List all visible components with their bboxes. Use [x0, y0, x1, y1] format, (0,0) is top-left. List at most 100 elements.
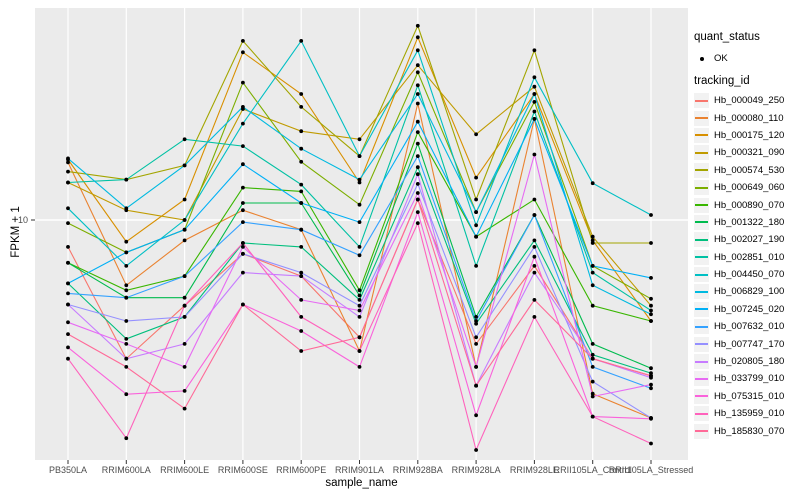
point-symbol-icon [699, 56, 704, 61]
data-point-Hb_033799_010 [649, 382, 653, 387]
data-point-Hb_075315_010 [66, 345, 70, 350]
legend-item-label: Hb_007632_010 [714, 321, 785, 333]
data-point-Hb_000080_110 [124, 283, 129, 288]
data-point-Hb_000080_110 [66, 160, 70, 165]
x-axis-title: sample_name [325, 477, 398, 489]
data-point-Hb_007747_170 [415, 182, 420, 186]
data-point-Hb_001322_180 [415, 141, 420, 146]
data-point-Hb_006829_100 [357, 177, 362, 182]
data-point-Hb_007632_010 [357, 253, 362, 258]
data-point-Hb_135959_010 [590, 414, 595, 419]
x-tick-label: RRIM928LA [452, 465, 501, 475]
data-point-Hb_006829_100 [590, 283, 595, 288]
legend-line-icon [695, 343, 708, 346]
x-tick-label: RRIM600LA [102, 465, 151, 475]
data-point-Hb_001322_180 [474, 315, 478, 319]
data-point-Hb_007245_020 [182, 227, 187, 232]
data-point-Hb_004450_070 [357, 154, 362, 159]
data-point-Hb_000175_120 [241, 50, 245, 55]
data-point-Hb_185830_070 [357, 335, 362, 340]
data-point-Hb_075315_010 [532, 254, 537, 259]
legend-key-swatch [694, 423, 709, 439]
legend-item-Hb_002851_010: Hb_002851_010 [694, 249, 800, 266]
data-point-Hb_033799_010 [66, 320, 70, 325]
data-point-Hb_004450_070 [182, 218, 187, 222]
data-point-Hb_004450_070 [124, 264, 129, 268]
data-point-Hb_185830_070 [532, 298, 537, 302]
legend-key-swatch [694, 93, 709, 109]
data-point-Hb_007245_020 [649, 276, 653, 280]
ok-point-key [694, 51, 709, 66]
data-point-Hb_007747_170 [474, 335, 478, 340]
legend-line-icon [695, 325, 708, 328]
data-point-Hb_000649_060 [532, 100, 537, 104]
data-point-Hb_004450_070 [66, 206, 70, 211]
data-point-Hb_007632_010 [590, 365, 595, 369]
data-point-Hb_007245_020 [241, 162, 245, 167]
data-point-Hb_000080_110 [590, 391, 595, 396]
data-point-Hb_007245_020 [474, 234, 478, 239]
data-point-Hb_075315_010 [415, 210, 420, 215]
data-point-Hb_007632_010 [124, 295, 129, 300]
data-point-Hb_185830_070 [241, 302, 245, 307]
data-point-Hb_000649_060 [415, 70, 420, 75]
data-point-Hb_135959_010 [649, 441, 653, 446]
data-point-Hb_002851_010 [182, 137, 187, 142]
legend-line-icon [695, 395, 708, 398]
legend-item-label: Hb_000080_110 [714, 112, 784, 124]
data-point-Hb_020805_180 [182, 342, 187, 346]
data-point-Hb_185830_070 [124, 365, 129, 369]
data-point-Hb_002851_010 [649, 308, 653, 313]
data-point-Hb_006829_100 [299, 146, 304, 151]
x-tick-label: RRIM600SE [218, 465, 268, 475]
legend-key-swatch [694, 406, 709, 422]
data-point-Hb_000049_250 [532, 264, 537, 268]
legend-key-swatch [694, 214, 709, 230]
data-point-Hb_006829_100 [124, 206, 129, 211]
legend-key-swatch [694, 319, 709, 335]
data-point-Hb_007245_020 [66, 281, 70, 286]
y-axis-title: FPKM + 1 [10, 206, 22, 258]
data-point-Hb_001322_180 [357, 293, 362, 298]
legend-item-label: Hb_001322_180 [714, 216, 785, 228]
legend-item-label: Hb_004450_070 [714, 269, 785, 281]
data-point-Hb_002851_010 [66, 180, 70, 185]
data-point-Hb_185830_070 [66, 332, 70, 336]
data-point-Hb_033799_010 [415, 191, 420, 195]
legend-item-label: Hb_006829_100 [714, 286, 785, 298]
legend-item-Hb_000175_120: Hb_000175_120 [694, 127, 800, 144]
legend-item-label: Hb_007245_020 [714, 303, 785, 315]
data-point-Hb_000574_530 [532, 48, 537, 53]
tracking-id-legend-list: Hb_000049_250 Hb_000080_110 Hb_000175_120 H… [694, 92, 800, 440]
legend-line-icon [695, 99, 708, 102]
legend-key-swatch [694, 371, 709, 387]
data-point-Hb_007747_170 [357, 303, 362, 308]
legend-key-swatch [694, 388, 709, 404]
data-point-Hb_007632_010 [66, 291, 70, 296]
data-point-Hb_135959_010 [474, 448, 478, 452]
data-point-Hb_002851_010 [532, 109, 537, 114]
data-point-Hb_000574_530 [474, 197, 478, 202]
data-point-Hb_185830_070 [415, 197, 420, 202]
data-point-Hb_020805_180 [241, 270, 245, 275]
data-point-Hb_002027_190 [124, 337, 129, 341]
data-point-Hb_007747_170 [299, 270, 304, 275]
legend-item-label: Hb_185830_070 [714, 425, 785, 437]
legend-key-swatch [694, 336, 709, 352]
data-point-Hb_004450_070 [532, 75, 537, 80]
legend-item-Hb_000321_090: Hb_000321_090 [694, 144, 800, 161]
data-point-Hb_000080_110 [241, 208, 245, 213]
x-tick-label: RRIM600PE [276, 465, 326, 475]
legend-item-label: Hb_000049_250 [714, 95, 785, 107]
legend-item-Hb_001322_180: Hb_001322_180 [694, 214, 800, 231]
legend-key-swatch [694, 145, 709, 161]
data-point-Hb_135959_010 [357, 349, 362, 353]
data-point-Hb_000321_090 [357, 137, 362, 142]
x-tick-label: RRII105LA_Control [554, 465, 632, 475]
data-point-Hb_020805_180 [66, 302, 70, 307]
legend-key-swatch [694, 354, 709, 370]
legend-key-swatch [694, 110, 709, 126]
legend-item-label: Hb_007747_170 [714, 338, 785, 350]
